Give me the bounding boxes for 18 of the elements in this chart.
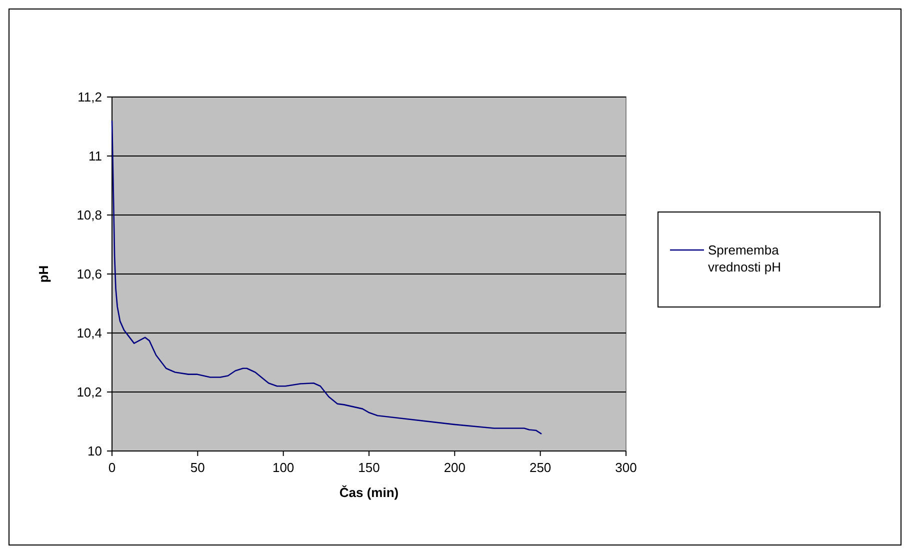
y-tick-label: 10,8 [76, 208, 102, 223]
y-tick-label: 10,6 [76, 266, 102, 282]
x-tick-label: 300 [615, 460, 637, 475]
x-tick-label: 100 [272, 460, 294, 475]
x-axis-title: Čas (min) [339, 485, 399, 500]
x-tick-label: 200 [444, 460, 466, 475]
y-tick-label: 10,4 [76, 326, 102, 341]
x-tick-label: 0 [108, 460, 116, 475]
x-tick-label: 50 [190, 460, 205, 475]
x-tick-label: 150 [358, 460, 380, 475]
y-tick-label: 10,2 [76, 384, 102, 400]
line-series [111, 120, 542, 435]
y-tick-label: 11 [88, 148, 102, 164]
x-tick-label: 250 [529, 460, 552, 475]
legend-label: Sprememba vrednosti pH [708, 242, 781, 274]
y-axis-title: pH [36, 265, 51, 283]
y-tick-label: 10 [88, 444, 102, 459]
y-tick-label: 11,2 [78, 90, 102, 105]
